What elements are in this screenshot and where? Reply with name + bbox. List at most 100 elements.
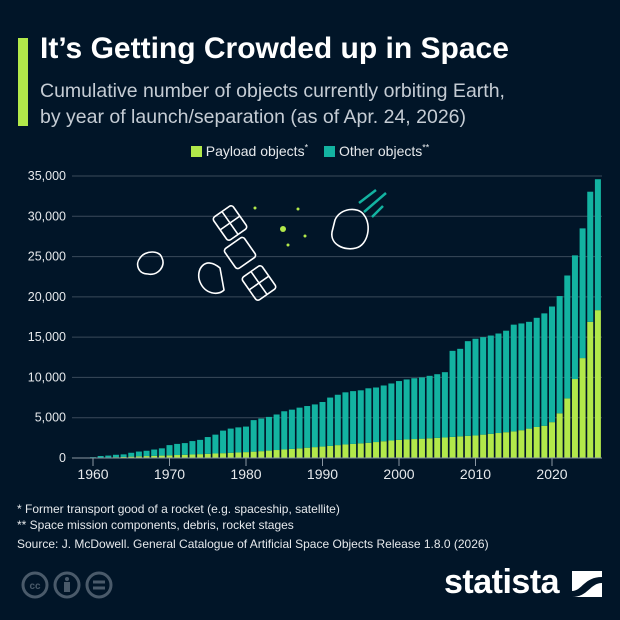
bar-other-1978 xyxy=(227,428,234,453)
bar-payload-1964 xyxy=(120,456,127,458)
y-tick-label: 35,000 xyxy=(28,169,66,183)
bar-payload-1987 xyxy=(296,448,303,458)
bar-other-1967 xyxy=(143,450,150,457)
bar-payload-1990 xyxy=(319,446,326,458)
x-tick-label: 2020 xyxy=(536,466,567,482)
bar-payload-2010 xyxy=(472,435,479,458)
bar-payload-1977 xyxy=(220,453,227,458)
bar-payload-2023 xyxy=(571,379,578,458)
asteroid-small-icon xyxy=(136,251,164,276)
bar-payload-1989 xyxy=(311,447,318,458)
x-tick-label: 1990 xyxy=(307,466,338,482)
legend-label-payload: Payload objects xyxy=(205,142,305,159)
bar-payload-1978 xyxy=(227,452,234,458)
bar-payload-1968 xyxy=(151,455,158,458)
statista-logo[interactable]: statista xyxy=(444,563,602,602)
bar-payload-2001 xyxy=(403,439,410,458)
bar-payload-1967 xyxy=(143,456,150,458)
bar-other-2026 xyxy=(594,179,601,311)
bar-payload-2013 xyxy=(495,433,502,458)
bar-other-1987 xyxy=(296,407,303,449)
bar-other-2015 xyxy=(510,324,517,432)
bar-other-1986 xyxy=(288,409,295,449)
svg-text:cc: cc xyxy=(29,581,41,592)
bar-payload-1992 xyxy=(334,445,341,458)
bar-payload-1981 xyxy=(250,451,257,458)
bar-payload-2026 xyxy=(594,310,601,458)
bar-other-2016 xyxy=(518,323,525,431)
bar-other-1970 xyxy=(166,445,173,456)
attribution-icon[interactable] xyxy=(53,571,81,599)
bar-payload-1975 xyxy=(204,453,211,458)
bar-other-1998 xyxy=(380,385,387,442)
y-tick-label: 0 xyxy=(59,451,66,465)
no-derivatives-icon[interactable] xyxy=(85,571,113,599)
bar-other-1988 xyxy=(304,406,311,448)
brand-text: statista xyxy=(444,563,560,601)
x-tick-label: 1960 xyxy=(77,466,108,482)
bar-payload-2022 xyxy=(564,398,571,458)
bar-other-2025 xyxy=(587,191,594,322)
bar-other-2010 xyxy=(472,338,479,436)
bar-other-2018 xyxy=(533,317,540,427)
bar-other-1982 xyxy=(258,418,265,452)
bar-payload-1974 xyxy=(197,454,204,458)
license-icons: cc xyxy=(21,571,113,599)
bar-chart: 0 5,000 10,000 15,000 20,000 25,000 30,000 35,0… xyxy=(28,169,602,482)
cc-icon[interactable] xyxy=(21,571,49,599)
bar-other-1973 xyxy=(189,441,196,455)
satellite-icon xyxy=(198,205,277,301)
legend-item-payload: Payload objects* xyxy=(190,142,309,159)
bar-payload-1965 xyxy=(128,456,135,458)
bar-payload-1998 xyxy=(380,441,387,458)
legend-swatch-payload xyxy=(190,145,202,157)
x-tick-label: 1980 xyxy=(230,466,261,482)
bar-payload-1986 xyxy=(288,448,295,458)
chart-subtitle-line-1: Cumulative number of objects currently o… xyxy=(40,80,505,102)
bar-payload-2016 xyxy=(518,430,525,458)
source-note: Source: J. McDowell. General Catalogue o… xyxy=(17,537,489,551)
bar-other-1991 xyxy=(327,397,334,446)
bar-other-2001 xyxy=(403,379,410,440)
bar-payload-2003 xyxy=(418,438,425,458)
bar-payload-2024 xyxy=(579,358,586,458)
x-tick-label: 2010 xyxy=(460,466,491,482)
satellite-illustration xyxy=(136,189,387,301)
bar-payload-1996 xyxy=(365,442,372,458)
bar-other-2009 xyxy=(464,341,471,436)
bar-other-1995 xyxy=(357,390,364,444)
bar-payload-1997 xyxy=(373,442,380,458)
chart-title: It’s Getting Crowded up in Space xyxy=(40,32,509,65)
bar-payload-1972 xyxy=(181,454,188,458)
bar-payload-2011 xyxy=(480,434,487,458)
bar-payload-2007 xyxy=(449,436,456,458)
bar-payload-1980 xyxy=(243,452,249,458)
bar-other-1997 xyxy=(373,387,380,443)
bar-other-2004 xyxy=(426,375,433,439)
bar-payload-1979 xyxy=(235,452,242,458)
bar-other-2000 xyxy=(396,381,402,440)
bar-other-2017 xyxy=(526,321,533,429)
x-tick-label: 1970 xyxy=(154,466,185,482)
bar-other-1989 xyxy=(311,404,318,448)
bar-other-2021 xyxy=(556,296,563,414)
bar-other-1993 xyxy=(342,392,349,445)
bar-other-1975 xyxy=(204,437,211,454)
legend-marker-payload: * xyxy=(304,142,309,152)
bar-other-1990 xyxy=(319,402,326,447)
bar-payload-2018 xyxy=(533,426,540,458)
bar-other-1983 xyxy=(265,416,272,451)
y-tick-label: 25,000 xyxy=(28,250,66,264)
bar-other-1977 xyxy=(220,430,227,454)
bar-payload-1991 xyxy=(327,445,334,458)
bar-payload-1994 xyxy=(350,443,357,458)
bar-other-2005 xyxy=(434,374,441,438)
bar-payload-1982 xyxy=(258,451,265,458)
bar-other-2011 xyxy=(480,337,487,435)
y-tick-label: 20,000 xyxy=(28,290,66,304)
bar-payload-1969 xyxy=(158,455,165,458)
bar-payload-1999 xyxy=(388,440,395,458)
bar-other-1964 xyxy=(120,454,127,457)
bar-payload-2014 xyxy=(503,432,510,458)
bar-other-1972 xyxy=(181,443,188,455)
